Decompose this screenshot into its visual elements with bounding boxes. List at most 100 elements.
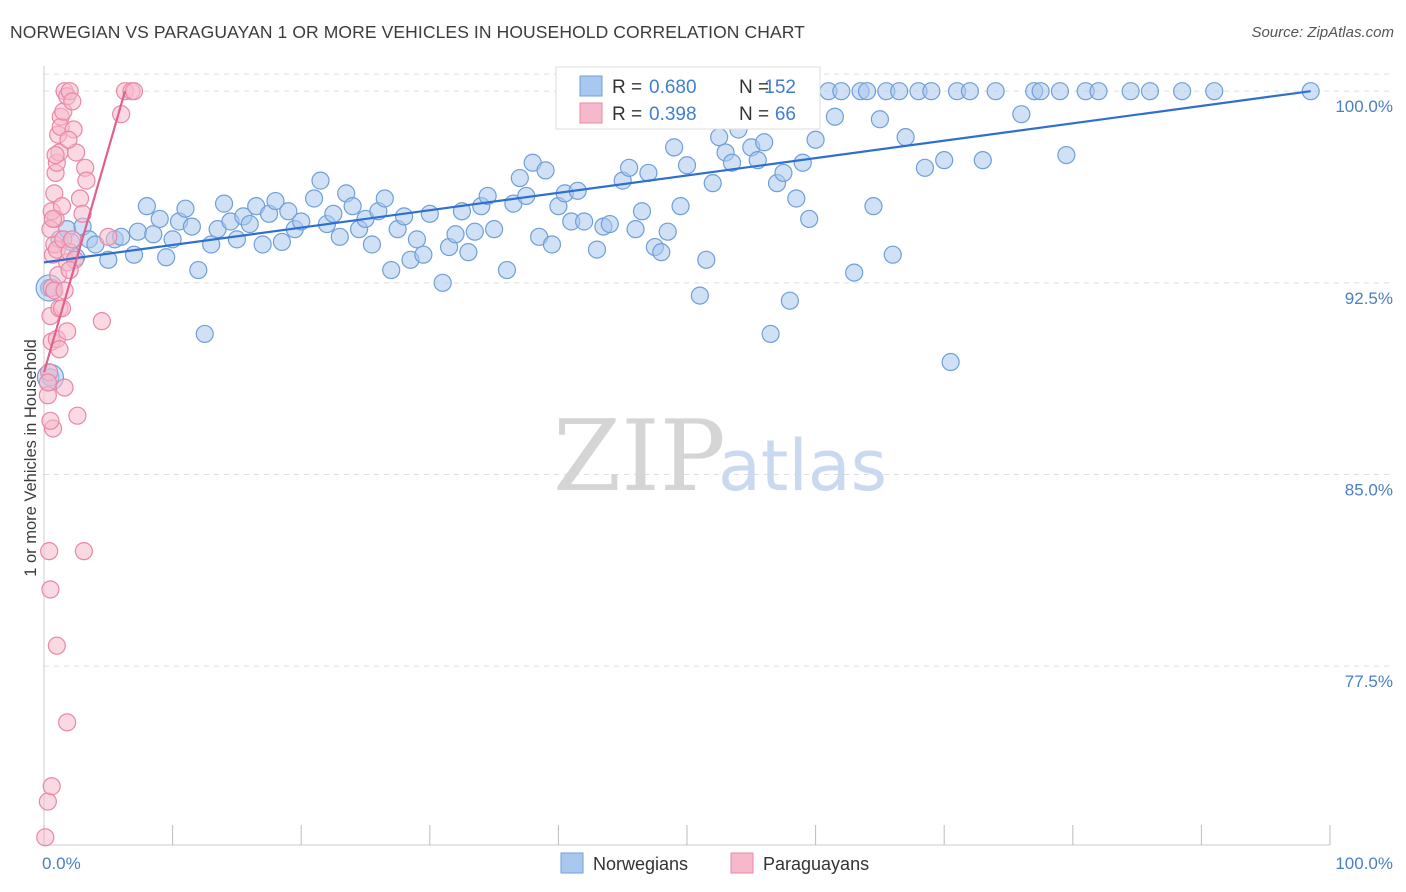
paraguayans-legend-swatch: [730, 852, 754, 874]
paraguayan-point: [46, 145, 65, 165]
watermark-zip: ZIP: [553, 400, 726, 514]
norwegian-point: [677, 156, 697, 175]
norwegian-point: [935, 151, 954, 170]
y-tick-label: 100.0%: [1335, 97, 1393, 116]
norwegian-point: [330, 227, 349, 246]
norwegian-point: [703, 174, 722, 193]
norwegian-point: [407, 230, 427, 249]
norwegian-point: [986, 82, 1005, 101]
legend-n-label: N =: [739, 104, 769, 125]
legend-r-value: 0.398: [649, 104, 697, 125]
norwegian-point: [690, 286, 709, 305]
norwegian-point: [1012, 105, 1031, 124]
norwegian-point: [542, 235, 562, 254]
norwegian-point: [793, 153, 812, 172]
y-tick-labels: 77.5% 85.0% 92.5% 100.0%: [1335, 97, 1393, 691]
norwegian-point: [1089, 82, 1108, 101]
norwegian-point: [1121, 82, 1140, 101]
norwegian-point: [806, 130, 825, 149]
norwegian-point: [343, 197, 362, 216]
norwegian-point: [195, 324, 214, 344]
norwegian-point: [150, 209, 169, 229]
norwegian-point: [870, 110, 890, 129]
norwegian-point: [510, 168, 529, 188]
norwegian-point: [272, 232, 292, 252]
series-legend: Norwegians Paraguayans: [560, 852, 869, 874]
norwegian-point: [960, 82, 980, 101]
norwegian-point: [780, 291, 799, 310]
y-tick-label: 77.5%: [1345, 672, 1393, 691]
norwegian-point: [446, 225, 465, 244]
norwegian-point: [832, 82, 851, 101]
norwegian-point: [845, 263, 864, 282]
norwegian-point: [144, 225, 163, 244]
norwegian-point: [632, 202, 652, 221]
norwegian-point: [697, 250, 716, 269]
norwegian-point: [478, 186, 497, 206]
paraguayans-swatch: [579, 102, 603, 124]
watermark-atlas: atlas: [718, 425, 887, 507]
paraguayan-point: [47, 636, 66, 655]
paraguayan-point: [74, 542, 93, 561]
x-tick-labels: 0.0% 100.0%: [42, 854, 1393, 873]
norwegian-point: [382, 260, 401, 280]
norwegian-point: [787, 189, 806, 208]
source-label: Source: ZipAtlas.com: [1251, 24, 1394, 41]
legend-n-label: N =: [739, 77, 769, 98]
legend-n-value: 152: [764, 77, 796, 98]
norwegian-point: [600, 214, 619, 234]
paraguayans-points: [36, 82, 144, 847]
norwegian-point: [626, 220, 645, 239]
norwegian-point: [658, 222, 677, 241]
stats-legend: R = 0.680 N = 152 R = 0.398 N = 66: [555, 66, 821, 130]
paraguayan-point: [58, 322, 77, 341]
paraguayan-point: [43, 209, 63, 229]
norwegian-point: [922, 82, 941, 101]
watermark: ZIP atlas: [553, 400, 887, 514]
norwegian-point: [433, 273, 452, 292]
norwegian-point: [1050, 82, 1070, 101]
norwegians-legend-swatch: [560, 852, 584, 874]
norwegian-point: [665, 138, 684, 157]
norwegian-point: [1173, 82, 1192, 101]
norwegian-point: [279, 202, 298, 221]
norwegian-point: [761, 324, 780, 344]
x-tick-label: 0.0%: [42, 854, 81, 873]
paraguayan-point: [92, 312, 111, 331]
paraguayan-point: [63, 230, 82, 249]
norwegian-point: [710, 128, 729, 147]
paraguayan-point: [42, 777, 61, 796]
norwegian-point: [973, 151, 992, 170]
norwegian-point: [253, 235, 272, 254]
norwegian-point: [774, 163, 793, 183]
paraguayans-legend-label: Paraguayans: [763, 854, 869, 874]
norwegian-point: [1140, 82, 1160, 101]
norwegian-point: [864, 197, 883, 216]
norwegian-point: [99, 250, 118, 269]
paraguayans-trend-line: [42, 90, 127, 373]
norwegians-swatch: [579, 75, 603, 97]
norwegians-trend-line: [43, 90, 1311, 264]
norwegian-point: [671, 197, 690, 216]
paraguayan-point: [41, 580, 60, 599]
y-tick-label: 85.0%: [1345, 480, 1393, 499]
norwegian-point: [497, 260, 517, 280]
norwegian-point: [266, 191, 285, 211]
norwegian-point: [1205, 82, 1224, 101]
paraguayan-point: [52, 197, 72, 216]
paraguayan-point: [58, 713, 77, 732]
norwegian-point: [915, 158, 935, 177]
norwegian-point: [394, 207, 414, 226]
x-tick-label: 100.0%: [1335, 854, 1393, 873]
paraguayan-point: [36, 828, 55, 847]
norwegian-point: [896, 128, 915, 147]
norwegian-point: [620, 158, 639, 177]
norwegian-point: [755, 133, 774, 152]
norwegian-point: [292, 212, 311, 231]
norwegian-point: [176, 199, 195, 218]
norwegian-point: [536, 161, 555, 180]
norwegian-point: [304, 189, 324, 208]
norwegian-point: [941, 352, 960, 372]
norwegian-point: [375, 189, 394, 208]
